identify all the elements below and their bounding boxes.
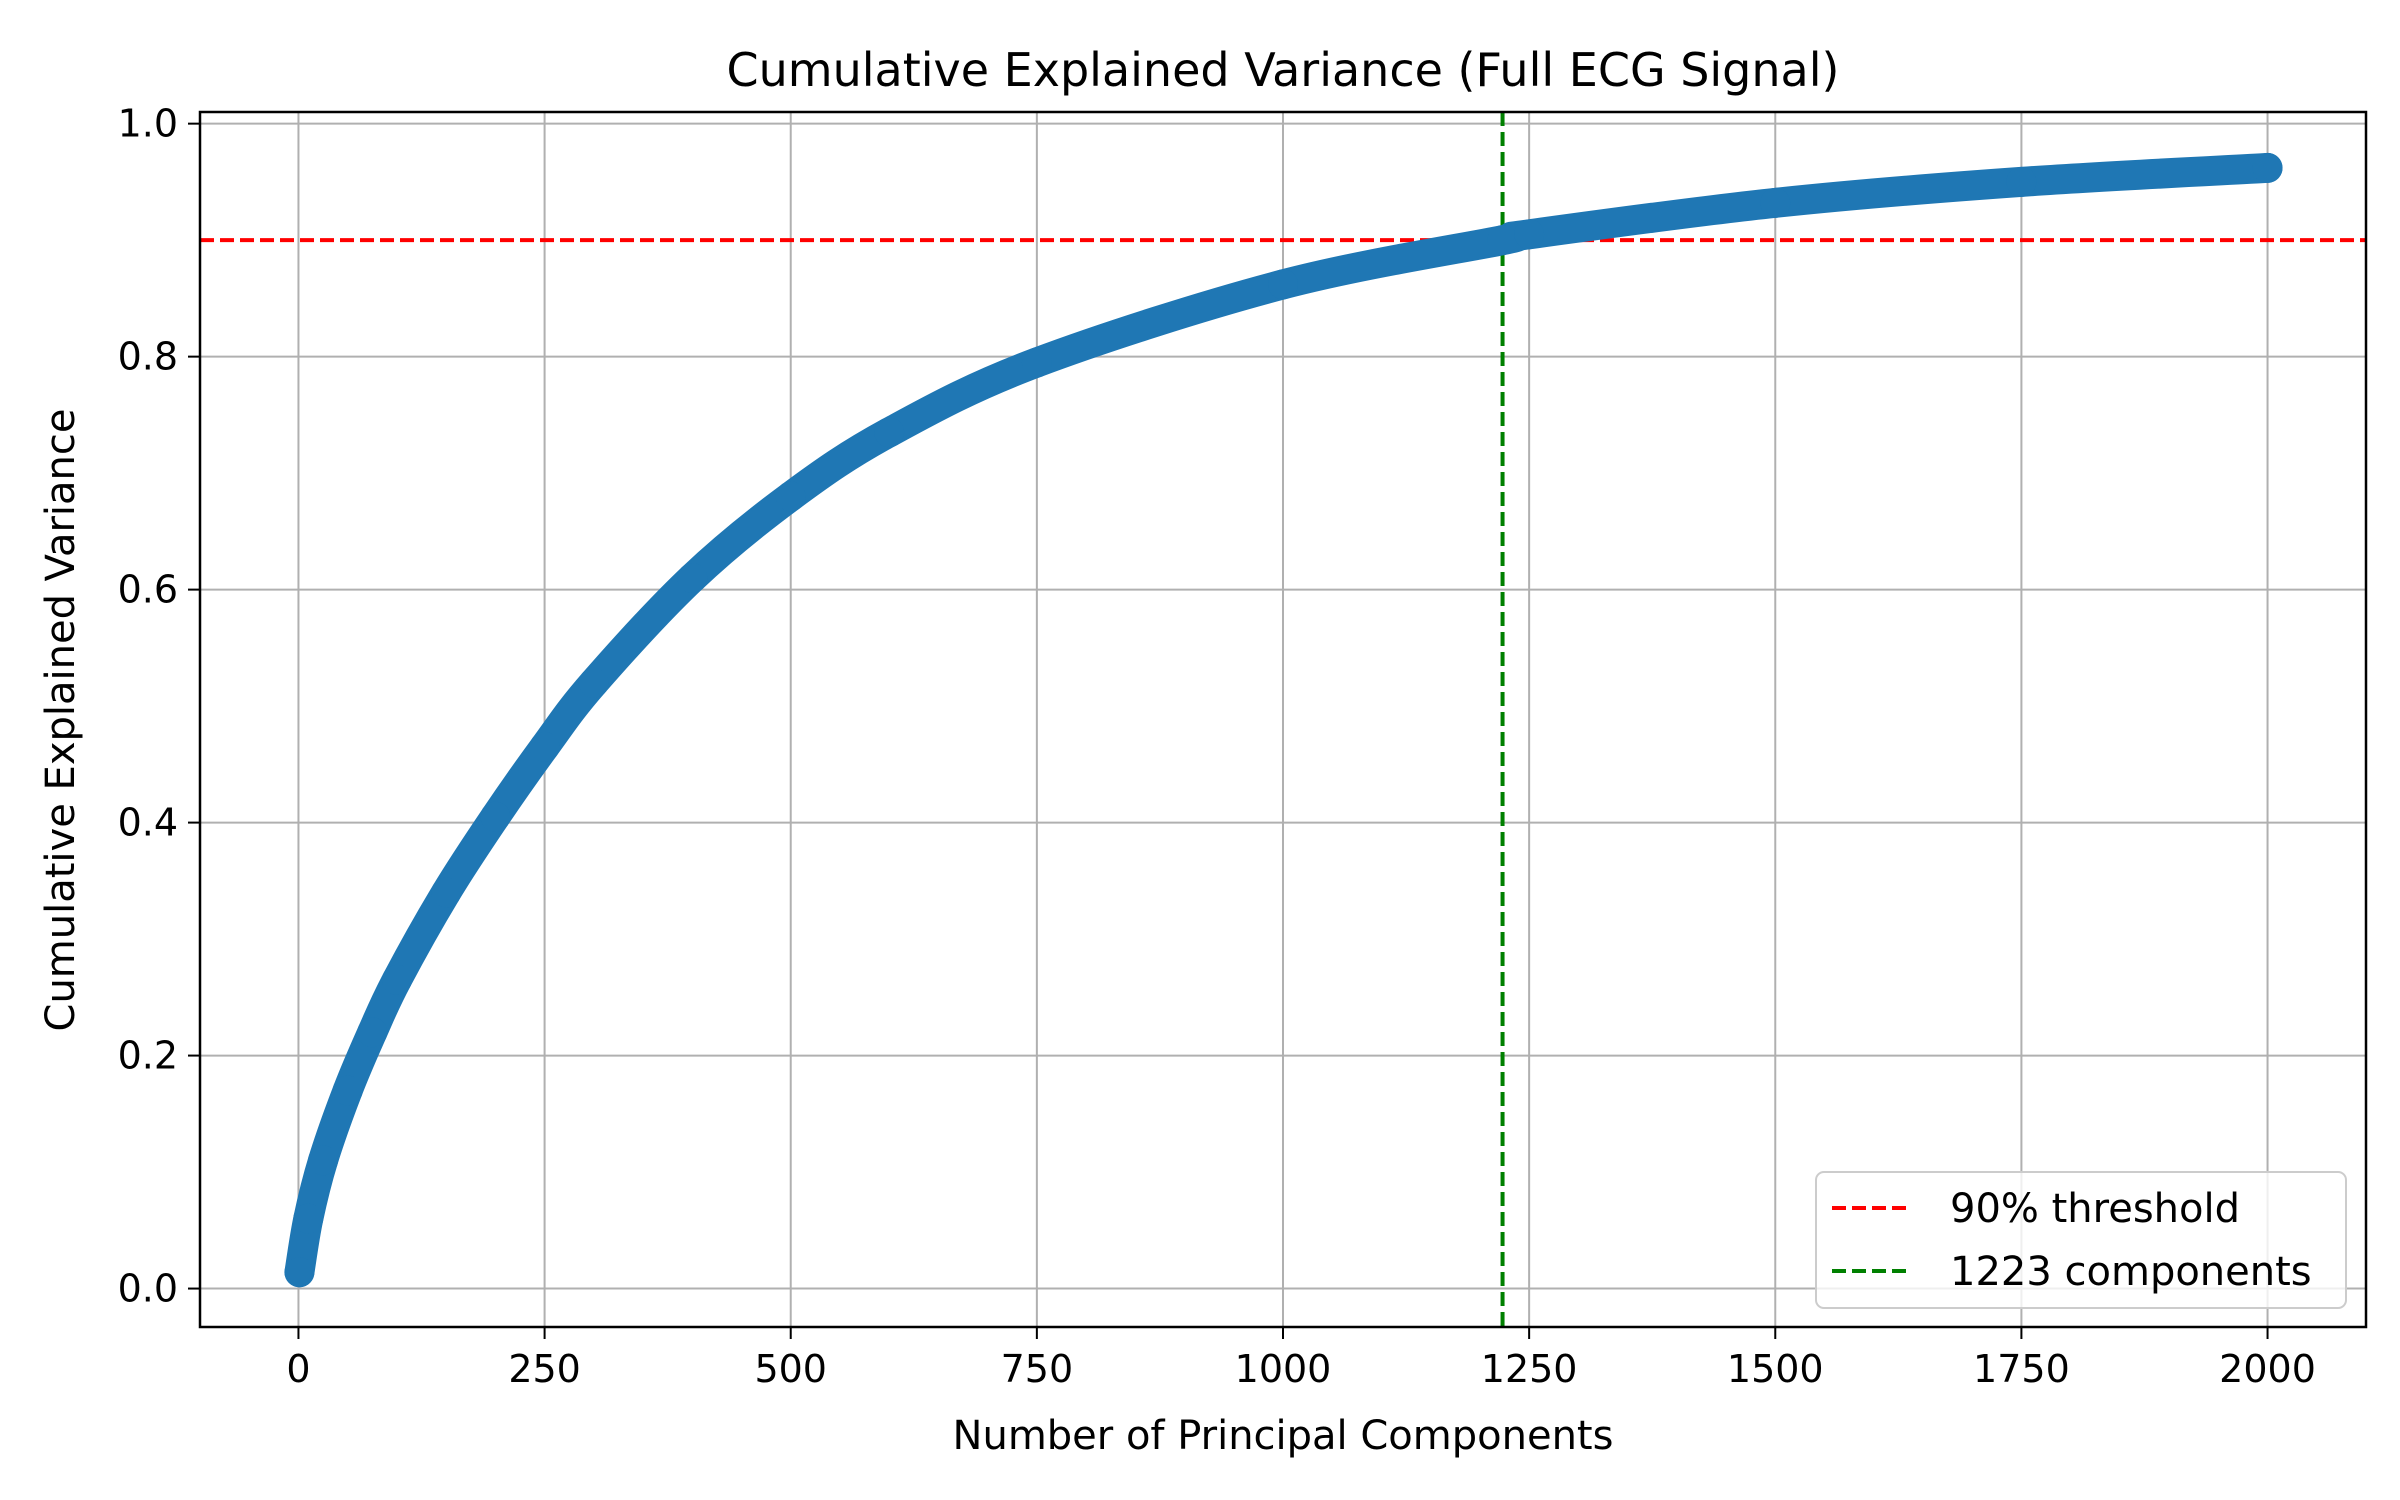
x-tick-label-8: 2000: [2219, 1347, 2316, 1391]
data-point-1: [293, 1203, 324, 1234]
x-tick-label-3: 750: [1001, 1347, 1074, 1391]
x-tick-label-2: 500: [754, 1347, 827, 1391]
data-point-9: [578, 667, 609, 698]
legend-label-components: 1223 components: [1950, 1249, 2312, 1295]
x-tick-label-6: 1500: [1727, 1347, 1824, 1391]
chart-title: Cumulative Explained Variance (Full ECG …: [727, 43, 1840, 97]
y-tick-label-1: 0.2: [118, 1034, 178, 1078]
data-point-10: [677, 562, 708, 593]
data-point-18: [2006, 166, 2037, 197]
data-point-17: [1760, 187, 1791, 218]
y-axis-label: Cumulative Explained Variance: [38, 409, 84, 1032]
data-point-12: [874, 417, 905, 448]
data-point-3: [332, 1075, 363, 1106]
axis-ticks: 0 250 500 750 1000 1250 1500 1750 2000 0.0 0.2 0.4 0…: [118, 102, 2316, 1391]
data-point-7: [480, 801, 511, 832]
x-axis-label: Number of Principal Components: [953, 1413, 1614, 1459]
data-point-8: [529, 731, 560, 762]
data-point-16: [1514, 219, 1545, 250]
x-tick-label-5: 1250: [1481, 1347, 1578, 1391]
data-point-13: [1021, 347, 1052, 378]
legend: 90% threshold 1223 components: [1815, 1171, 2347, 1309]
data-point-15: [1487, 225, 1518, 256]
data-point-19: [2252, 152, 2283, 183]
legend-label-threshold: 90% threshold: [1950, 1186, 2240, 1232]
x-tick-label-4: 1000: [1235, 1347, 1332, 1391]
reference-lines: [200, 112, 2366, 1327]
data-series: [284, 152, 2283, 1288]
data-point-0: [284, 1257, 315, 1288]
x-tick-label-7: 1750: [1973, 1347, 2070, 1391]
data-point-6: [431, 877, 462, 908]
data-point-5: [381, 964, 412, 995]
x-tick-label-0: 0: [286, 1347, 310, 1391]
x-tick-label-1: 250: [508, 1347, 581, 1391]
data-point-2: [308, 1145, 339, 1176]
legend-box: [1815, 1171, 2347, 1309]
y-tick-label-0: 0.0: [118, 1267, 178, 1311]
y-tick-label-5: 1.0: [118, 102, 178, 146]
y-tick-label-4: 0.8: [118, 335, 178, 379]
y-tick-label-2: 0.4: [118, 801, 178, 845]
data-point-11: [775, 481, 806, 512]
data-point-4: [357, 1017, 388, 1048]
data-point-14: [1268, 269, 1298, 300]
y-tick-label-3: 0.6: [118, 568, 178, 612]
